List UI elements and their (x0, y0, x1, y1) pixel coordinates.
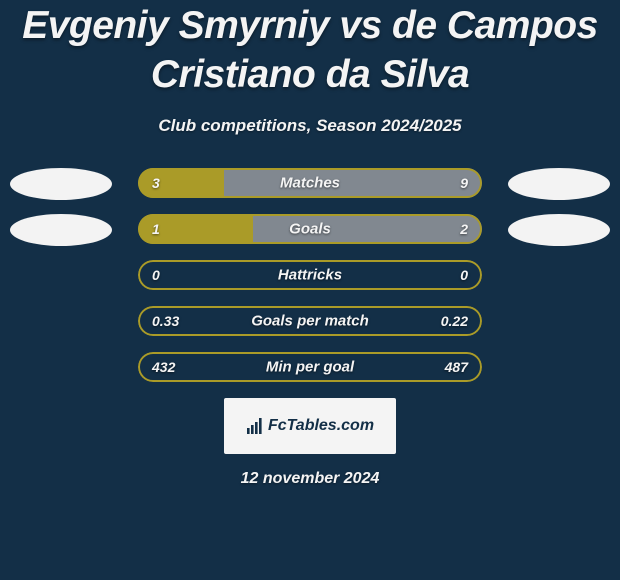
avatar (10, 168, 112, 200)
stat-bars: 3Matches9 1Goals2 0Hattricks0 0.33Goals per… (138, 168, 482, 382)
avatar (10, 214, 112, 246)
stat-label: Matches (138, 174, 482, 191)
stat-label: Goals (138, 220, 482, 237)
comparison-date: 12 november 2024 (0, 470, 620, 488)
stat-row: 432Min per goal487 (138, 352, 482, 382)
avatar (508, 168, 610, 200)
comparison-card: Evgeniy Smyrniy vs de Campos Cristiano d… (0, 0, 620, 580)
stat-value-right: 487 (445, 359, 468, 375)
comparison-title: Evgeniy Smyrniy vs de Campos Cristiano d… (0, 2, 620, 100)
stat-value-right: 2 (460, 221, 468, 237)
stat-row: 0.33Goals per match0.22 (138, 306, 482, 336)
stats-block: 3Matches9 1Goals2 0Hattricks0 0.33Goals per… (0, 168, 620, 382)
right-avatar-column (508, 168, 610, 260)
brand-text: FcTables.com (268, 417, 374, 435)
stat-row: 0Hattricks0 (138, 260, 482, 290)
stat-value-right: 0.22 (441, 313, 468, 329)
stat-label: Hattricks (138, 266, 482, 283)
stat-label: Goals per match (138, 312, 482, 329)
stat-row: 3Matches9 (138, 168, 482, 198)
avatar (508, 214, 610, 246)
stat-label: Min per goal (138, 358, 482, 375)
comparison-subtitle: Club competitions, Season 2024/2025 (0, 116, 620, 136)
stat-row: 1Goals2 (138, 214, 482, 244)
stat-value-right: 0 (460, 267, 468, 283)
left-avatar-column (10, 168, 112, 260)
barchart-icon (246, 417, 264, 435)
brand-box: FcTables.com (224, 398, 396, 454)
stat-value-right: 9 (460, 175, 468, 191)
